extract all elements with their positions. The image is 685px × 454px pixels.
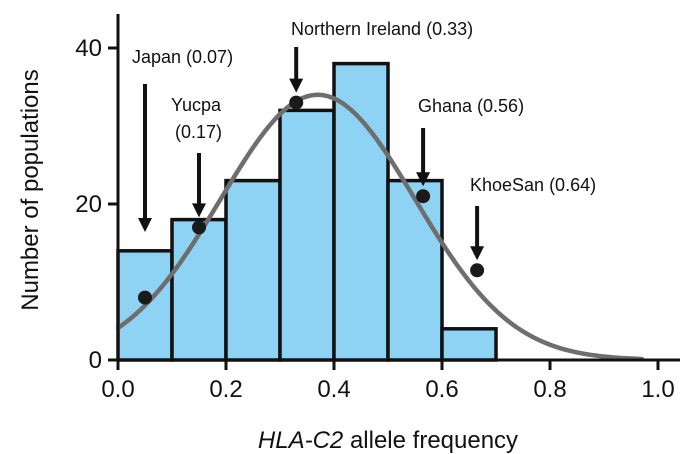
x-tick-label-6: 1.0 — [641, 376, 674, 403]
annotation-arrow-head-4 — [416, 172, 431, 187]
x-tick-label-5: 0.8 — [533, 376, 566, 403]
annotation-arrow-head-2 — [192, 203, 206, 218]
histogram-bar-2 — [170, 217, 228, 362]
annotation-point-1 — [138, 290, 152, 305]
y-tick-label-2: 20 — [75, 191, 102, 218]
histogram-bar-4 — [278, 108, 336, 362]
x-tick-label-1: 0.0 — [101, 376, 134, 403]
histogram-bar-6 — [386, 178, 444, 362]
axis-ticks: 0.0 0.2 0.4 0.6 0.8 1.0 0 20 40 — [75, 35, 674, 403]
x-axis-label: HLA-C2 allele frequency — [258, 427, 518, 454]
histogram-bars — [116, 61, 498, 362]
annotation-arrow-head-1 — [138, 218, 152, 232]
x-axis-label-gene: HLA-C2 — [258, 427, 343, 454]
annotation-label-ghana: Ghana (0.56) — [418, 96, 524, 116]
histogram-bar-7 — [440, 327, 498, 362]
x-tick-label-2: 0.2 — [209, 376, 242, 403]
annotation-point-2 — [192, 220, 206, 235]
annotation-point-4 — [416, 189, 431, 204]
axes — [116, 14, 680, 362]
annotation-label-japan: Japan (0.07) — [132, 47, 233, 67]
annotation-point-3 — [289, 95, 304, 110]
histogram-bar-5 — [332, 61, 390, 362]
annotation-label-northern-ireland: Northern Ireland (0.33) — [291, 19, 473, 39]
fit-curve — [115, 92, 645, 362]
x-tick-label-3: 0.4 — [317, 376, 350, 403]
histogram-bar-3 — [224, 178, 282, 362]
y-tick-label-1: 0 — [89, 347, 102, 374]
annotation-arrow-head-5 — [470, 246, 485, 261]
annotation-point-5 — [470, 263, 485, 278]
annotation-arrows — [138, 47, 485, 261]
annotation-label-yucpa: Yucpa — [171, 95, 222, 115]
y-axis-label: Number of populations — [17, 69, 44, 310]
annotation-points — [138, 95, 485, 305]
annotation-label-yucpa-value: (0.17) — [175, 122, 222, 142]
annotation-label-khoesan: KhoeSan (0.64) — [470, 175, 596, 195]
annotation-arrow-head-3 — [289, 78, 304, 93]
x-axis-label-rest: allele frequency — [343, 427, 518, 454]
y-tick-label-3: 40 — [75, 35, 102, 62]
x-tick-label-4: 0.6 — [425, 376, 458, 403]
